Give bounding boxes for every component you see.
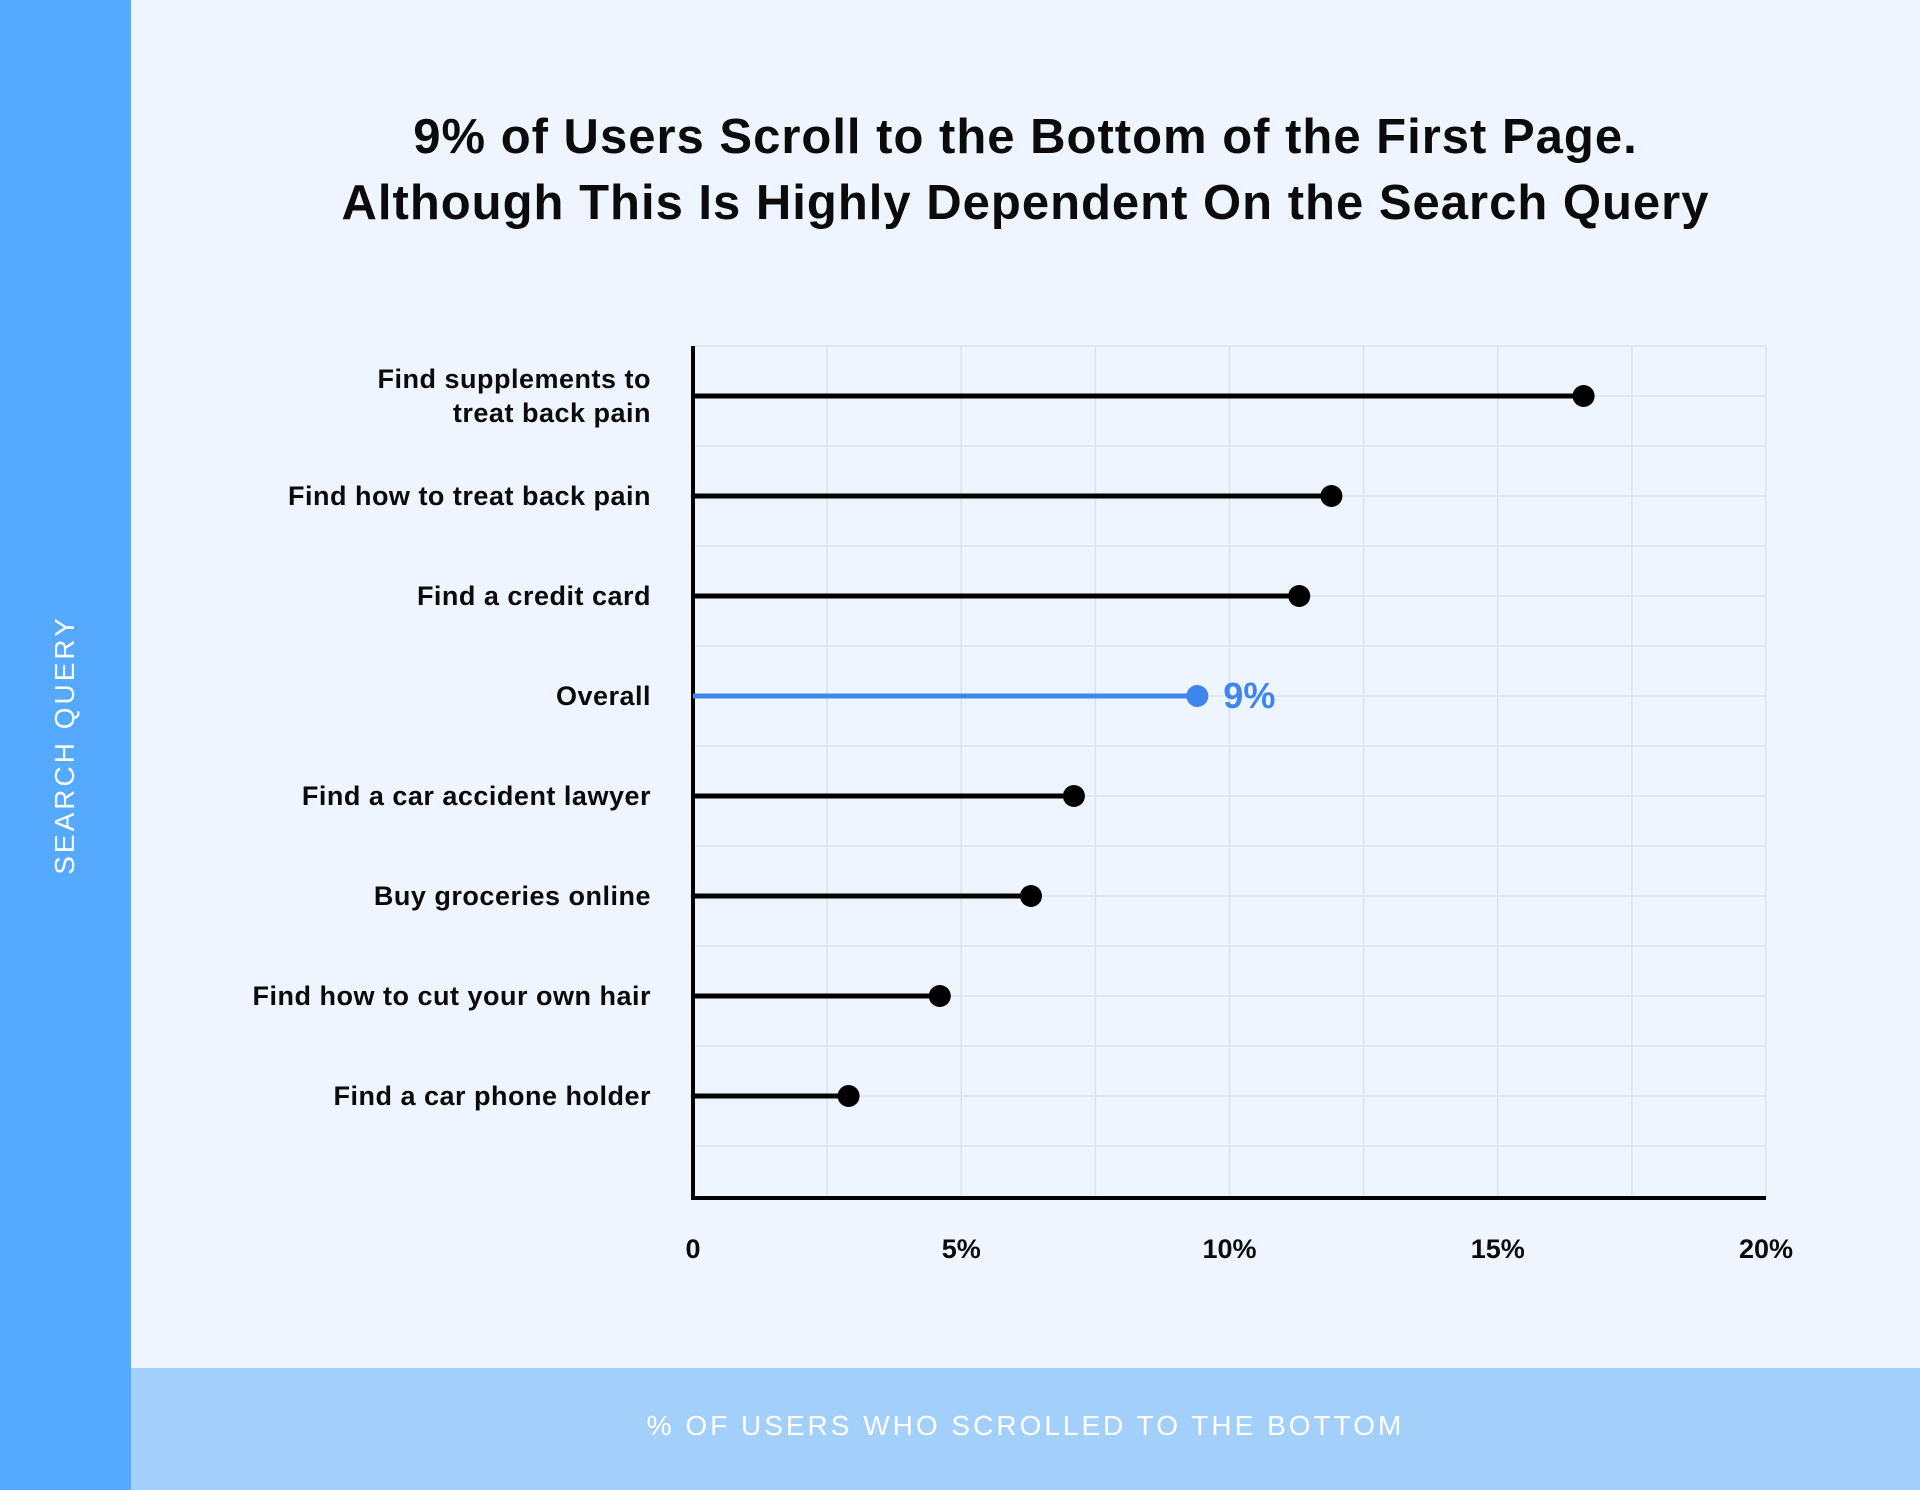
dot xyxy=(1288,585,1311,607)
category-label: Find a car phone holder xyxy=(333,1081,651,1111)
chart-title: 9% of Users Scroll to the Bottom of the … xyxy=(341,110,1710,230)
dot xyxy=(928,985,951,1007)
dot xyxy=(1019,885,1042,907)
dot xyxy=(837,1085,860,1107)
category-label: Buy groceries online xyxy=(373,881,651,911)
category-label: Find how to cut your own hair xyxy=(252,981,651,1011)
left-band xyxy=(0,0,131,1490)
category-label: Find supplements to treat back pain xyxy=(377,364,651,428)
x-tick-label: 10% xyxy=(1202,1234,1256,1264)
bottom-band xyxy=(131,1368,1920,1490)
dot xyxy=(1320,485,1343,507)
dot xyxy=(1062,785,1085,807)
x-tick-label: 15% xyxy=(1471,1234,1525,1264)
category-label: Find how to treat back pain xyxy=(287,481,651,511)
dot xyxy=(1186,685,1209,707)
x-tick-label: 5% xyxy=(942,1234,981,1264)
x-tick-label: 0 xyxy=(685,1234,700,1264)
value-label: 9% xyxy=(1223,675,1275,716)
x-axis-label: % OF USERS WHO SCROLLED TO THE BOTTOM xyxy=(646,1410,1405,1441)
category-label: Find a car accident lawyer xyxy=(301,781,651,811)
category-label: Overall xyxy=(555,681,651,711)
dot xyxy=(1572,385,1595,407)
category-label: Find a credit card xyxy=(416,581,651,611)
x-tick-label: 20% xyxy=(1739,1234,1793,1264)
